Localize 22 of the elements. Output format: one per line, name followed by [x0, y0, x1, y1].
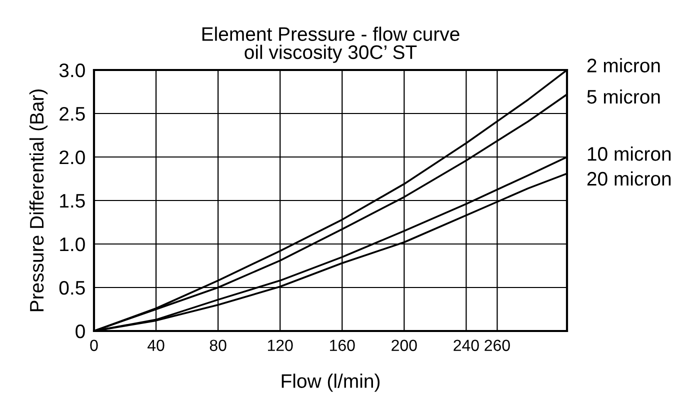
chart-title: Element Pressure - flow curve oil viscosity 30C’ ST	[202, 26, 460, 63]
x-tick-label: 120	[268, 340, 293, 352]
y-tick-label: 1.5	[60, 194, 85, 208]
y-tick-label: 3.0	[59, 63, 85, 78]
x-tick-label: 200	[392, 340, 417, 352]
y-tick-label: 0	[76, 324, 85, 338]
y-tick-label: 1.0	[60, 237, 85, 252]
series-label: 2 micron	[587, 58, 660, 72]
series-label: 10 micron	[588, 146, 671, 161]
y-tick-label: 2.0	[60, 150, 85, 164]
series-label: 5 micron	[587, 89, 660, 104]
y-axis-title: Pressure Differential (Bar)	[29, 89, 48, 312]
x-tick-label: 40	[148, 340, 164, 352]
x-tick-label: 240	[454, 340, 479, 352]
series-label: 20 micron	[587, 171, 671, 186]
x-axis-title: Flow (l/min)	[282, 374, 380, 392]
x-tick-label: 80	[210, 340, 226, 352]
y-tick-label: 2.5	[60, 106, 85, 121]
x-tick-label: 260	[484, 340, 510, 352]
x-tick-label: 0	[90, 340, 98, 352]
x-tick-label: 160	[330, 340, 355, 352]
y-tick-label: 0.5	[59, 280, 85, 295]
